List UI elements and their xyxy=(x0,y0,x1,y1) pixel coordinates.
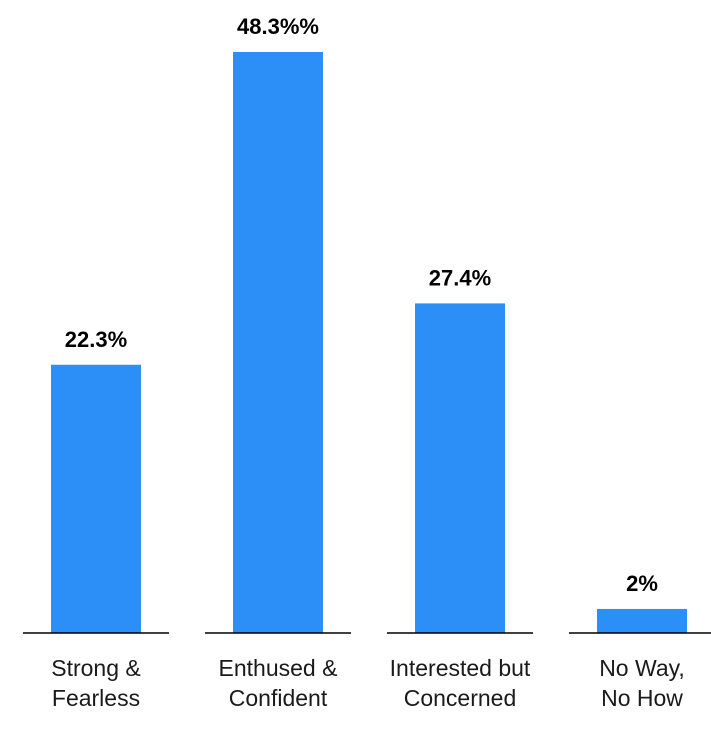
category-label-1-line-0: Enthused & xyxy=(219,655,338,681)
value-label-3: 2% xyxy=(626,571,658,596)
category-label-1-line-1: Confident xyxy=(229,685,328,711)
category-label-3-line-0: No Way, xyxy=(599,655,685,681)
category-label-2-line-1: Concerned xyxy=(404,685,517,711)
value-label-1: 48.3%% xyxy=(237,14,319,39)
category-label-3-line-1: No How xyxy=(601,685,683,711)
category-label-0-line-1: Fearless xyxy=(52,685,140,711)
value-label-0: 22.3% xyxy=(65,327,127,352)
category-label-0-line-0: Strong & xyxy=(51,655,141,681)
category-label-2-line-0: Interested but xyxy=(390,655,531,681)
value-label-2: 27.4% xyxy=(429,265,491,290)
bar-0 xyxy=(51,364,141,633)
bar-3 xyxy=(597,608,687,633)
bar-1 xyxy=(233,52,323,633)
bar-2 xyxy=(415,303,505,633)
